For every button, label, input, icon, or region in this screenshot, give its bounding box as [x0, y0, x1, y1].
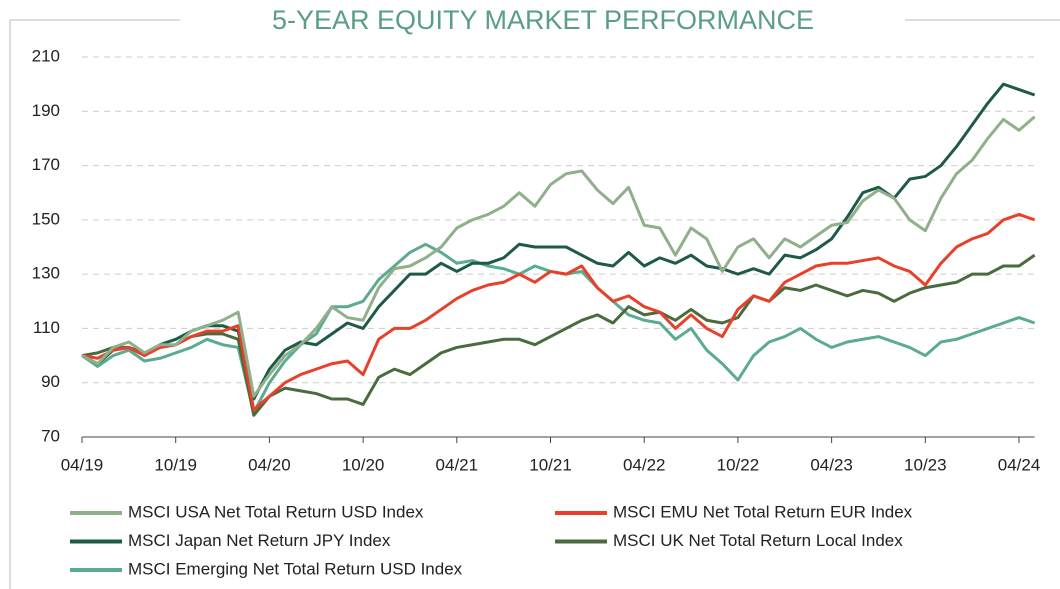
x-tick-label: 10/23 — [904, 455, 947, 474]
x-tick-label: 04/21 — [436, 455, 479, 474]
legend-label: MSCI EMU Net Total Return EUR Index — [613, 502, 913, 521]
x-tick-label: 10/21 — [529, 455, 572, 474]
x-tick-label: 04/23 — [810, 455, 853, 474]
series-line — [81, 82, 1036, 401]
y-tick-label: 210 — [32, 46, 60, 65]
y-tick-label: 170 — [32, 155, 60, 174]
chart-title: 5-YEAR EQUITY MARKET PERFORMANCE — [272, 5, 814, 35]
x-tick-label: 04/19 — [61, 455, 104, 474]
x-tick-label: 10/20 — [342, 455, 385, 474]
y-tick-label: 70 — [41, 426, 60, 445]
y-tick-label: 90 — [41, 372, 60, 391]
y-tick-label: 150 — [32, 209, 60, 228]
series-line — [81, 115, 1036, 398]
x-tick-label: 10/22 — [717, 455, 760, 474]
x-tick-label: 04/22 — [623, 455, 666, 474]
y-tick-label: 110 — [33, 318, 60, 337]
x-tick-label: 10/19 — [154, 455, 197, 474]
x-tick-label: 04/20 — [248, 455, 291, 474]
y-tick-label: 190 — [32, 101, 60, 120]
x-tick-label: 04/24 — [998, 455, 1041, 474]
legend-label: MSCI USA Net Total Return USD Index — [128, 502, 424, 521]
series-line — [81, 253, 1036, 417]
legend-label: MSCI UK Net Total Return Local Index — [613, 531, 903, 550]
y-tick-label: 130 — [32, 264, 60, 283]
series-line — [81, 212, 1036, 412]
legend-label: MSCI Japan Net Return JPY Index — [128, 531, 391, 550]
legend-label: MSCI Emerging Net Total Return USD Index — [128, 559, 463, 578]
